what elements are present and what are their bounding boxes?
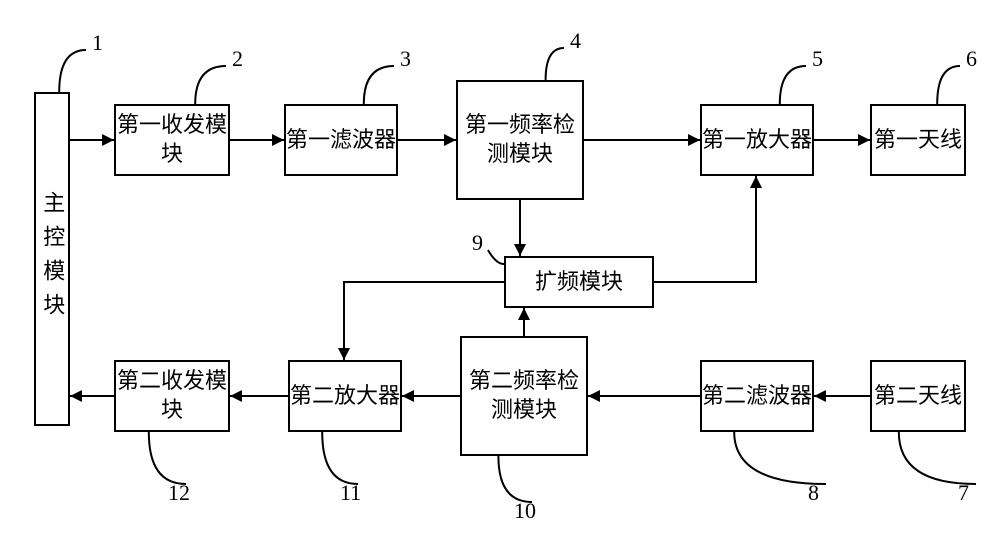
callout-label-n7: 7 — [958, 480, 969, 506]
callout-line-n7 — [0, 0, 1000, 536]
